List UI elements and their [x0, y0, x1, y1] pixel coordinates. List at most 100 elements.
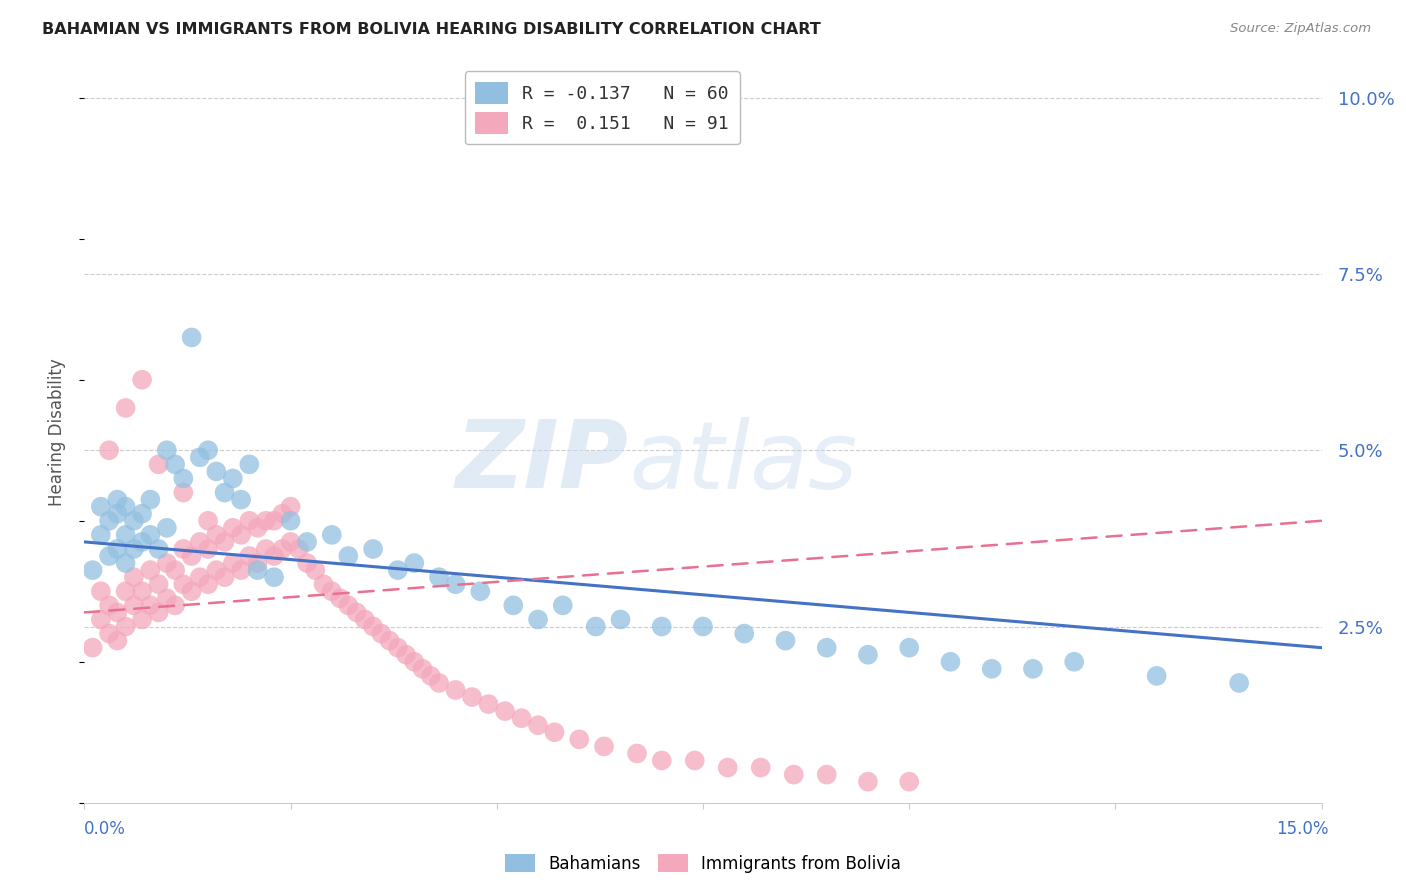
- Point: [172, 471, 194, 485]
- Point: [139, 599, 162, 613]
- Point: [180, 330, 202, 344]
- Point: [180, 549, 202, 563]
- Point: [749, 760, 772, 774]
- Point: [205, 464, 228, 478]
- Point: [321, 528, 343, 542]
- Point: [114, 528, 136, 542]
- Point: [90, 500, 112, 514]
- Point: [122, 514, 145, 528]
- Point: [1022, 662, 1045, 676]
- Point: [1227, 676, 1250, 690]
- Point: [172, 541, 194, 556]
- Point: [470, 584, 492, 599]
- Point: [122, 541, 145, 556]
- Point: [980, 662, 1002, 676]
- Point: [98, 514, 121, 528]
- Point: [271, 507, 294, 521]
- Y-axis label: Hearing Disability: Hearing Disability: [48, 359, 66, 507]
- Point: [188, 450, 211, 465]
- Point: [815, 767, 838, 781]
- Point: [82, 640, 104, 655]
- Point: [222, 471, 245, 485]
- Point: [295, 535, 318, 549]
- Text: Source: ZipAtlas.com: Source: ZipAtlas.com: [1230, 22, 1371, 36]
- Point: [148, 606, 170, 620]
- Point: [404, 655, 426, 669]
- Point: [238, 514, 260, 528]
- Point: [156, 591, 179, 606]
- Point: [271, 541, 294, 556]
- Point: [387, 640, 409, 655]
- Point: [280, 500, 302, 514]
- Point: [105, 606, 128, 620]
- Point: [105, 507, 128, 521]
- Point: [254, 514, 277, 528]
- Legend: R = -0.137   N = 60, R =  0.151   N = 91: R = -0.137 N = 60, R = 0.151 N = 91: [464, 71, 740, 145]
- Text: BAHAMIAN VS IMMIGRANTS FROM BOLIVIA HEARING DISABILITY CORRELATION CHART: BAHAMIAN VS IMMIGRANTS FROM BOLIVIA HEAR…: [42, 22, 821, 37]
- Point: [222, 521, 245, 535]
- Point: [214, 570, 236, 584]
- Point: [148, 458, 170, 472]
- Point: [593, 739, 616, 754]
- Point: [156, 556, 179, 570]
- Point: [329, 591, 352, 606]
- Point: [148, 541, 170, 556]
- Point: [188, 535, 211, 549]
- Point: [1146, 669, 1168, 683]
- Point: [361, 541, 384, 556]
- Point: [568, 732, 591, 747]
- Point: [188, 570, 211, 584]
- Point: [626, 747, 648, 761]
- Point: [510, 711, 533, 725]
- Point: [733, 626, 755, 640]
- Text: 15.0%: 15.0%: [1277, 820, 1329, 838]
- Text: ZIP: ZIP: [456, 417, 628, 508]
- Point: [172, 485, 194, 500]
- Point: [105, 633, 128, 648]
- Point: [321, 584, 343, 599]
- Point: [651, 619, 673, 633]
- Point: [131, 584, 153, 599]
- Point: [939, 655, 962, 669]
- Point: [131, 373, 153, 387]
- Point: [98, 443, 121, 458]
- Point: [165, 458, 187, 472]
- Point: [246, 556, 269, 570]
- Point: [139, 492, 162, 507]
- Point: [82, 563, 104, 577]
- Point: [197, 443, 219, 458]
- Point: [378, 633, 401, 648]
- Point: [346, 606, 368, 620]
- Point: [114, 619, 136, 633]
- Point: [856, 648, 879, 662]
- Point: [527, 718, 550, 732]
- Point: [98, 626, 121, 640]
- Point: [395, 648, 418, 662]
- Point: [585, 619, 607, 633]
- Point: [337, 599, 360, 613]
- Point: [361, 619, 384, 633]
- Text: atlas: atlas: [628, 417, 858, 508]
- Point: [543, 725, 565, 739]
- Point: [387, 563, 409, 577]
- Point: [197, 514, 219, 528]
- Point: [1063, 655, 1085, 669]
- Point: [139, 528, 162, 542]
- Point: [98, 599, 121, 613]
- Point: [131, 507, 153, 521]
- Point: [444, 577, 467, 591]
- Point: [229, 528, 252, 542]
- Point: [114, 584, 136, 599]
- Point: [205, 528, 228, 542]
- Point: [404, 556, 426, 570]
- Point: [370, 626, 392, 640]
- Point: [229, 563, 252, 577]
- Point: [412, 662, 434, 676]
- Point: [205, 563, 228, 577]
- Point: [898, 774, 921, 789]
- Point: [122, 570, 145, 584]
- Point: [280, 514, 302, 528]
- Point: [90, 584, 112, 599]
- Point: [775, 633, 797, 648]
- Point: [246, 563, 269, 577]
